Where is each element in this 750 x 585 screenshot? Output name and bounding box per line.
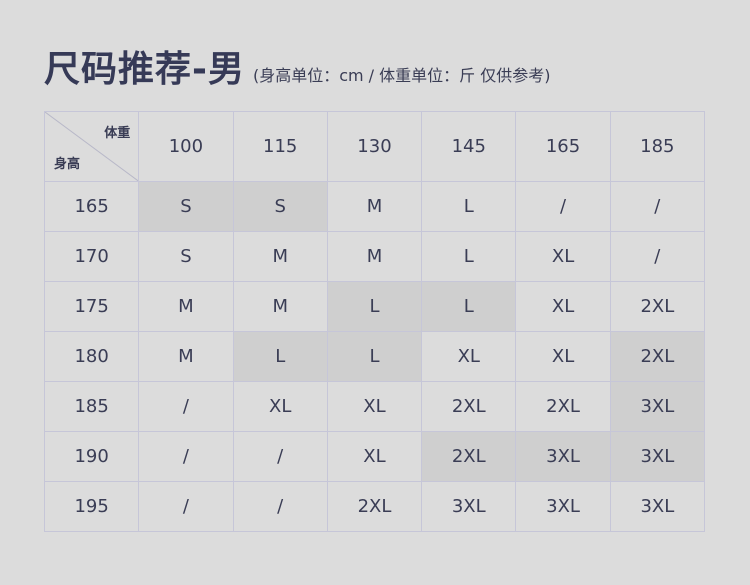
size-cell: XL <box>515 281 611 332</box>
size-cell: M <box>326 231 423 282</box>
table-row: 190// XL 2XL 3XL 3XL <box>43 431 706 482</box>
size-cell: M <box>232 231 328 282</box>
height-header-cell: 165 <box>43 181 140 232</box>
size-cell: M <box>326 181 423 232</box>
size-cell: 2XL <box>609 331 706 382</box>
size-cell: 2XL <box>515 381 611 432</box>
size-cell: / <box>609 231 706 282</box>
size-cell: 3XL <box>609 481 706 532</box>
size-cell: L <box>421 231 517 282</box>
height-header-cell: 190 <box>43 431 140 482</box>
size-cell: 3XL <box>515 431 611 482</box>
size-cell: / <box>515 181 611 232</box>
size-cell: 3XL <box>421 481 517 532</box>
size-cell: XL <box>421 331 517 382</box>
size-cell: 3XL <box>515 481 611 532</box>
size-cell: S <box>138 231 234 282</box>
page-subtitle: (身高单位：cm / 体重单位：斤 仅供参考) <box>252 66 551 85</box>
corner-cell: 体重 身高 <box>43 111 140 182</box>
height-header-cell: 175 <box>43 281 140 332</box>
table-row: 195//2XL 3XL 3XL 3XL <box>43 481 706 532</box>
size-cell: M <box>232 281 328 332</box>
size-cell: XL <box>326 381 423 432</box>
height-header-cell: 180 <box>43 331 140 382</box>
height-axis-label: 身高 <box>54 157 81 172</box>
size-cell: M <box>138 281 234 332</box>
table-row: 180 M L L XL XL 2XL <box>43 331 706 382</box>
size-cell: XL <box>515 231 611 282</box>
size-cell: XL <box>515 331 611 382</box>
size-cell: / <box>138 481 234 532</box>
size-chart-table: 体重 身高 100 115 130 145 165 185 165 S S M L //170 S M M… <box>43 111 706 532</box>
header-row: 体重 身高 100 115 130 145 165 185 <box>43 111 706 182</box>
weight-header-cell: 185 <box>609 111 706 182</box>
page-header: 尺码推荐-男 (身高单位：cm / 体重单位：斤 仅供参考) <box>44 40 550 92</box>
weight-header-cell: 145 <box>421 111 517 182</box>
size-cell: / <box>138 381 234 432</box>
height-header-cell: 195 <box>43 481 140 532</box>
size-cell: / <box>232 431 328 482</box>
table-row: 175 M M L L XL 2XL <box>43 281 706 332</box>
table-row: 170 S M M L XL / <box>43 231 706 282</box>
weight-header-cell: 115 <box>232 111 328 182</box>
size-cell: / <box>609 181 706 232</box>
size-cell: 2XL <box>609 281 706 332</box>
weight-axis-label: 体重 <box>104 126 131 141</box>
size-cell: 3XL <box>609 431 706 482</box>
size-cell: 2XL <box>421 381 517 432</box>
size-cell: L <box>421 181 517 232</box>
table-row: 185/XL XL 2XL 2XL 3XL <box>43 381 706 432</box>
weight-header-cell: 165 <box>515 111 611 182</box>
weight-header-cell: 100 <box>138 111 234 182</box>
size-cell: L <box>232 331 328 382</box>
size-cell: 2XL <box>421 431 517 482</box>
height-header-cell: 170 <box>43 231 140 282</box>
size-cell: 2XL <box>326 481 423 532</box>
size-cell: L <box>421 281 517 332</box>
size-cell: M <box>138 331 234 382</box>
height-header-cell: 185 <box>43 381 140 432</box>
size-cell: XL <box>326 431 423 482</box>
size-cell: L <box>326 281 423 332</box>
size-cell: 3XL <box>609 381 706 432</box>
size-cell: / <box>232 481 328 532</box>
size-cell: XL <box>232 381 328 432</box>
weight-header-cell: 130 <box>326 111 423 182</box>
size-cell: L <box>326 331 423 382</box>
size-cell: S <box>232 181 328 232</box>
page-title: 尺码推荐-男 <box>44 49 245 90</box>
size-cell: S <box>138 181 234 232</box>
diagonal-divider <box>45 112 139 181</box>
table-row: 165 S S M L / / <box>43 181 706 232</box>
size-cell: / <box>138 431 234 482</box>
